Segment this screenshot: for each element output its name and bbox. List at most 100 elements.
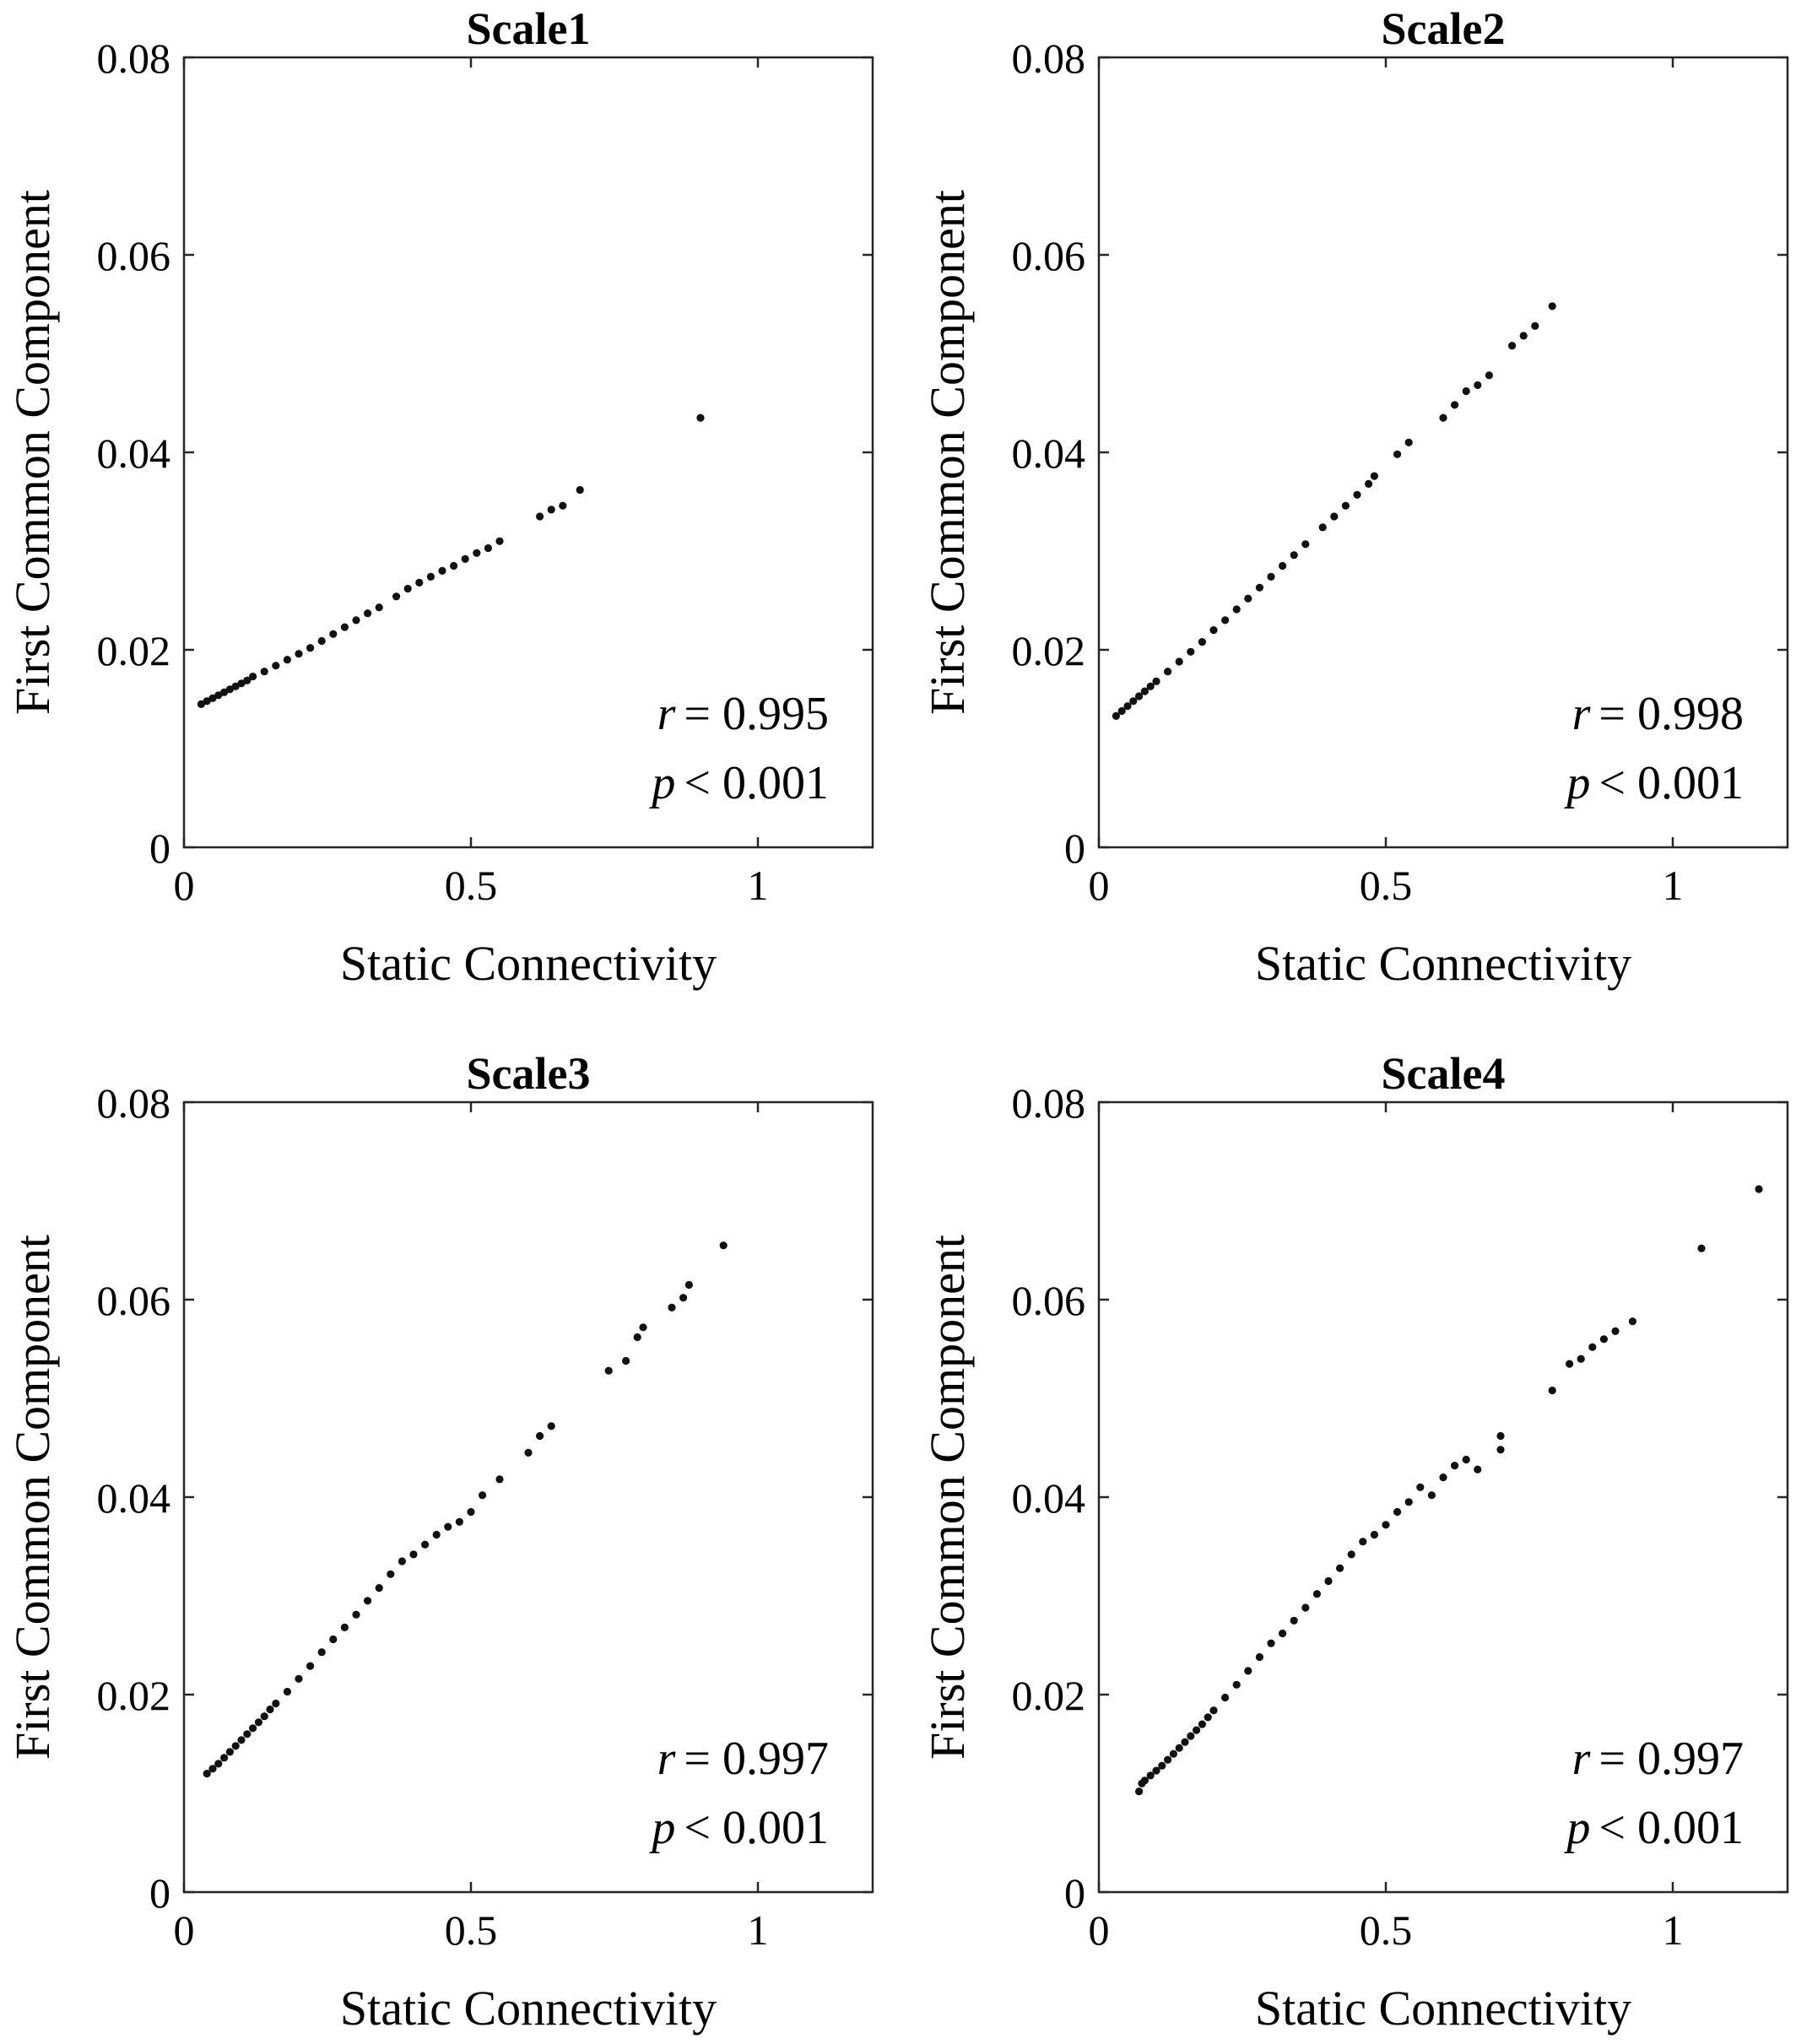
data-point [1209, 1706, 1218, 1715]
data-point [317, 636, 326, 646]
data-point [1439, 414, 1447, 422]
data-point [668, 1303, 676, 1311]
data-point [1548, 1387, 1556, 1395]
data-point [260, 1712, 268, 1721]
p-value: < 0.001 [684, 757, 829, 809]
data-point [1244, 594, 1252, 603]
data-point [622, 1356, 630, 1365]
data-point [260, 668, 268, 676]
data-point [1255, 1652, 1263, 1662]
data-point [1193, 1726, 1201, 1734]
data-point [1301, 540, 1310, 549]
p-symbol: p [1563, 757, 1590, 809]
data-point [387, 1570, 395, 1578]
x-tick-label: 1 [1663, 862, 1684, 909]
x-tick-label: 1 [748, 1906, 769, 1954]
data-point [696, 414, 705, 422]
data-point [1519, 332, 1528, 340]
data-point [1140, 687, 1149, 695]
x-axis-label: Static Connectivity [1255, 936, 1631, 991]
subplot-grid: Scale1 0 0.5 1 0 0.02 0.04 0.06 0.08 Static Conne… [5, 3, 1789, 2036]
data-point [1416, 1483, 1425, 1491]
data-point [352, 1610, 360, 1619]
data-point [409, 1550, 418, 1559]
data-point [1697, 1244, 1706, 1252]
subplot-3: Scale3 0 0.5 1 0 0.02 0.04 0.06 0.08 Static Conne… [5, 1048, 874, 2036]
y-tick-label: 0.04 [1012, 430, 1086, 477]
r-symbol: r [1572, 1733, 1591, 1785]
data-point [484, 543, 493, 553]
data-point [547, 1422, 555, 1430]
subplot-2: Scale2 0 0.5 1 0 0.02 0.04 0.06 0.08 Static Conne… [920, 3, 1789, 991]
y-tick-label: 0 [1064, 825, 1085, 872]
data-point [1135, 692, 1144, 700]
data-point [1175, 1744, 1183, 1752]
data-point [1577, 1355, 1585, 1363]
data-point [450, 561, 458, 570]
data-point [1112, 711, 1120, 721]
data-point [208, 1765, 217, 1773]
data-point [1279, 561, 1287, 570]
data-point [1755, 1185, 1763, 1193]
subplot-1: Scale1 0 0.5 1 0 0.02 0.04 0.06 0.08 Static Conne… [5, 3, 874, 991]
data-point [375, 1584, 383, 1592]
data-point [1330, 512, 1339, 521]
data-point [432, 1530, 441, 1539]
data-point [495, 1475, 504, 1484]
data-point [1181, 1738, 1189, 1746]
data-point [1531, 322, 1539, 330]
data-point [295, 1674, 303, 1683]
data-point [375, 603, 383, 612]
data-point [1187, 1732, 1195, 1740]
data-point [1611, 1327, 1620, 1335]
data-point [272, 662, 280, 670]
data-point [421, 1540, 430, 1549]
data-point [1347, 1550, 1355, 1559]
data-point [249, 1724, 257, 1733]
data-point [547, 506, 555, 514]
x-tick-label: 0 [1089, 862, 1110, 909]
data-point [536, 1431, 544, 1441]
data-point [295, 650, 303, 658]
data-point [639, 1323, 647, 1332]
y-tick-label: 0.08 [97, 1079, 171, 1127]
r-value: = 0.997 [1599, 1733, 1744, 1785]
y-tick-label: 0.04 [97, 1474, 171, 1522]
data-point [415, 578, 424, 587]
data-point [1175, 657, 1183, 666]
x-tick-label: 1 [748, 862, 769, 909]
x-axis-label: Static Connectivity [340, 936, 717, 991]
p-value: < 0.001 [684, 1802, 829, 1854]
data-point [1129, 697, 1138, 706]
data-point [306, 644, 315, 652]
data-point [214, 691, 223, 700]
x-tick-label: 0 [1089, 1906, 1110, 1954]
data-point [1209, 626, 1218, 635]
y-axis-label: First Common Component [920, 1235, 975, 1760]
y-tick-label: 0.04 [97, 430, 171, 477]
data-point [455, 1517, 464, 1526]
y-tick-label: 0.06 [1012, 232, 1086, 279]
data-point [1221, 616, 1230, 625]
subplot-4: Scale4 0 0.5 1 0 0.02 0.04 0.06 0.08 Static Conne… [920, 1048, 1789, 2036]
data-point [208, 694, 217, 702]
y-tick-label: 0.02 [1012, 1672, 1086, 1719]
data-point [220, 688, 229, 696]
data-point [1152, 1766, 1160, 1775]
data-point [1462, 387, 1470, 396]
data-point [1474, 1465, 1482, 1474]
y-axis-label: First Common Component [920, 190, 975, 715]
r-symbol: r [1572, 688, 1591, 740]
data-point [272, 1699, 280, 1708]
p-value: < 0.001 [1599, 1802, 1744, 1854]
data-point [306, 1662, 315, 1670]
data-point [1359, 1538, 1367, 1546]
data-point [392, 592, 401, 601]
data-point [1279, 1629, 1287, 1638]
data-point [243, 1730, 252, 1738]
r-symbol: r [657, 688, 676, 740]
x-tick-label: 0 [174, 1906, 195, 1954]
data-point [576, 485, 584, 495]
data-point [254, 1718, 262, 1727]
